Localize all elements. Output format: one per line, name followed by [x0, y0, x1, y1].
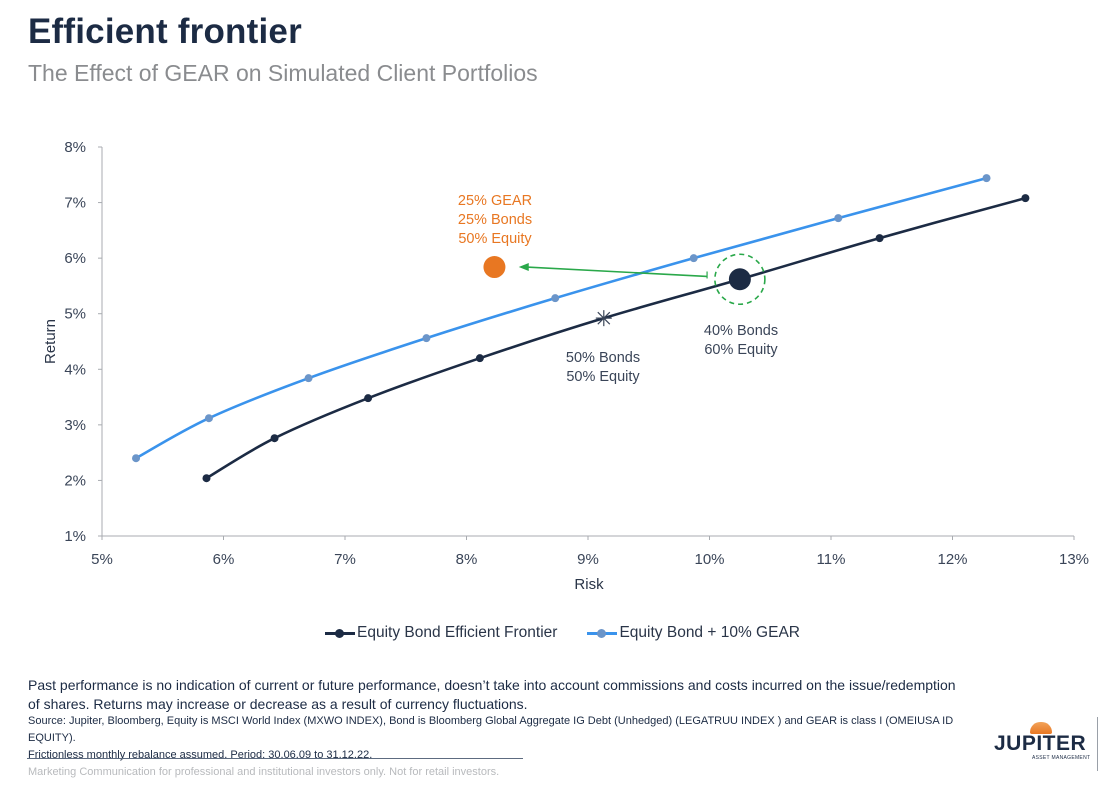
- x-tick-label: 5%: [91, 551, 113, 568]
- portfolio-40-60-marker: [728, 268, 751, 291]
- portfolio-50-50-label: 50% Bonds: [566, 350, 640, 366]
- series-frontier-point: [270, 434, 279, 443]
- x-tick-label: 8%: [456, 551, 478, 568]
- series-gear-point: [304, 374, 313, 383]
- gear-portfolio-marker: [483, 256, 506, 279]
- planet-icon: [1030, 722, 1052, 734]
- series-gear-point: [551, 294, 560, 303]
- jupiter-logo: JUPITER ASSET MANAGEMENT: [994, 722, 1090, 762]
- performance-disclaimer: Past performance is no indication of cur…: [28, 677, 956, 712]
- page-title: Efficient frontier: [28, 12, 302, 51]
- efficient-frontier-chart: 1% 2% 3% 4% 5% 6% 7% 8% 5% 6% 7% 8% 9% 10% 11% 12% 13% 2…: [42, 139, 1089, 593]
- x-tick-label: 6%: [213, 551, 235, 568]
- x-tick-label: 7%: [334, 551, 356, 568]
- legend-item-gear[interactable]: Equity Bond + 10% GEAR: [587, 624, 800, 642]
- series-gear-point: [422, 334, 431, 343]
- series-gear-line: [135, 176, 987, 460]
- x-tick-label: 12%: [937, 551, 967, 568]
- x-axis-label: Risk: [574, 576, 604, 593]
- portfolio-40-60-label: 40% Bonds: [704, 323, 778, 339]
- legend-swatch-navy-icon: [325, 627, 355, 639]
- arrow-head-icon: [518, 263, 529, 272]
- y-tick-label: 4%: [64, 361, 86, 378]
- series-frontier-point: [1021, 194, 1030, 203]
- y-tick-label: 7%: [64, 195, 86, 212]
- gear-portfolio-label: 25% Bonds: [458, 212, 532, 228]
- y-tick-label: 3%: [64, 417, 86, 434]
- legend-label: Equity Bond + 10% GEAR: [619, 624, 800, 641]
- legend-swatch-blue-icon: [587, 627, 618, 639]
- x-tick-label: 10%: [694, 551, 724, 568]
- source-note: Source: Jupiter, Bloomberg, Equity is MS…: [28, 713, 988, 764]
- portfolio-40-60-label: 60% Equity: [704, 342, 778, 358]
- x-tick-label: 13%: [1059, 551, 1089, 568]
- series-frontier-point: [475, 354, 484, 363]
- highlights-layer: 25% GEAR 25% Bonds 50% Equity 40% Bonds 60% …: [458, 193, 779, 385]
- axes: 1% 2% 3% 4% 5% 6% 7% 8% 5% 6% 7% 8% 9% 10% 11% 12% 13%: [64, 139, 1089, 568]
- period-line: Frictionless monthly rebalance assumed. …: [28, 749, 373, 761]
- series-gear-point: [204, 414, 213, 423]
- gear-portfolio-label: 25% GEAR: [458, 193, 532, 209]
- y-tick-label: 1%: [64, 528, 86, 545]
- dashed-ring-highlight: [714, 253, 766, 306]
- series-gear-point: [834, 214, 843, 223]
- series-gear-point: [982, 174, 991, 183]
- series-frontier-point: [202, 474, 211, 483]
- y-axis-label: Return: [42, 319, 59, 364]
- y-tick-label: 8%: [64, 139, 86, 156]
- legend: Equity Bond Efficient Frontier Equity Bo…: [325, 624, 830, 642]
- portfolio-50-50-label: 50% Equity: [566, 369, 640, 385]
- y-tick-label: 2%: [64, 472, 86, 489]
- x-tick-label: 11%: [817, 551, 846, 568]
- series-frontier-line: [205, 196, 1026, 480]
- series-frontier-point: [364, 394, 373, 403]
- series-layer: [132, 174, 1030, 483]
- logo-tagline: ASSET MANAGEMENT: [1032, 755, 1091, 761]
- y-tick-label: 5%: [64, 306, 86, 323]
- x-tick-label: 9%: [577, 551, 599, 568]
- footer-divider: [27, 758, 523, 759]
- legend-item-frontier[interactable]: Equity Bond Efficient Frontier: [325, 624, 557, 642]
- marketing-notice: Marketing Communication for professional…: [28, 766, 500, 778]
- source-line: Source: Jupiter, Bloomberg, Equity is MS…: [28, 715, 954, 744]
- series-gear-point: [132, 454, 141, 463]
- gear-portfolio-label: 50% Equity: [458, 231, 532, 247]
- series-frontier-point: [875, 234, 884, 243]
- page-subtitle: The Effect of GEAR on Simulated Client P…: [28, 60, 538, 86]
- series-gear-point: [689, 254, 698, 263]
- logo-wordmark: JUPITER: [994, 732, 1087, 755]
- arrow-line: [526, 266, 708, 278]
- y-tick-label: 6%: [64, 250, 86, 267]
- legend-label: Equity Bond Efficient Frontier: [357, 624, 558, 641]
- logo-divider: [1097, 717, 1098, 771]
